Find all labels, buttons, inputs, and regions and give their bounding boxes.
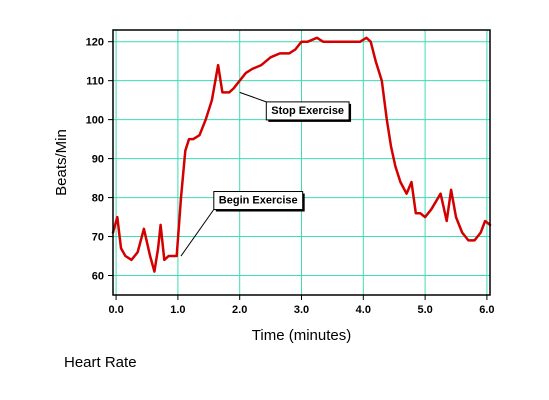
plot-area-frame bbox=[112, 29, 491, 296]
y-tick-label: 70 bbox=[92, 232, 104, 244]
annotation-callout: Stop Exercise bbox=[239, 91, 352, 122]
x-tick-label: 2.0 bbox=[232, 304, 247, 316]
x-tick-label: 3.0 bbox=[294, 304, 309, 316]
y-tick-label: 100 bbox=[86, 115, 104, 127]
annotation-box bbox=[213, 191, 304, 211]
y-tick-label: 60 bbox=[92, 271, 104, 283]
x-tick-label: 5.0 bbox=[417, 304, 432, 316]
heart-rate-series-line bbox=[111, 36, 492, 273]
annotations: Stop Exercise Begin Exercise bbox=[180, 91, 352, 257]
y-tick-label: 90 bbox=[92, 154, 104, 166]
series-layer bbox=[111, 36, 492, 273]
annotation-leader-line bbox=[180, 209, 215, 257]
annotation-box bbox=[265, 101, 350, 121]
y-axis-title: Beats/Min bbox=[53, 129, 70, 196]
y-tick-label: 120 bbox=[86, 37, 104, 49]
y-tick-label: 110 bbox=[86, 76, 104, 88]
x-axis-title: Time (minutes) bbox=[252, 327, 351, 344]
x-tick-label: 0.0 bbox=[108, 304, 123, 316]
tick-labels: 0.0 1.0 2.0 3.0 4.0 5.0 6.0 60 70 80 90 100 110 120 bbox=[86, 37, 495, 316]
y-tick-label: 80 bbox=[92, 193, 104, 205]
annotation-label: Begin Exercise bbox=[219, 195, 298, 207]
annotation-callout: Begin Exercise bbox=[180, 191, 305, 257]
x-tick-label: 4.0 bbox=[356, 304, 371, 316]
x-tick-label: 6.0 bbox=[479, 304, 494, 316]
figure-caption: Heart Rate bbox=[64, 354, 137, 371]
annotation-label: Stop Exercise bbox=[271, 105, 344, 117]
annotation-leader-line bbox=[239, 91, 267, 103]
x-tick-label: 1.0 bbox=[170, 304, 185, 316]
